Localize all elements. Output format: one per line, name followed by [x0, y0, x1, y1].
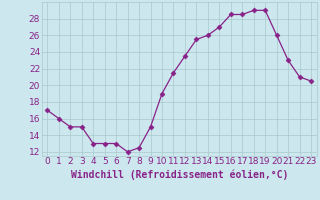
X-axis label: Windchill (Refroidissement éolien,°C): Windchill (Refroidissement éolien,°C): [70, 169, 288, 180]
